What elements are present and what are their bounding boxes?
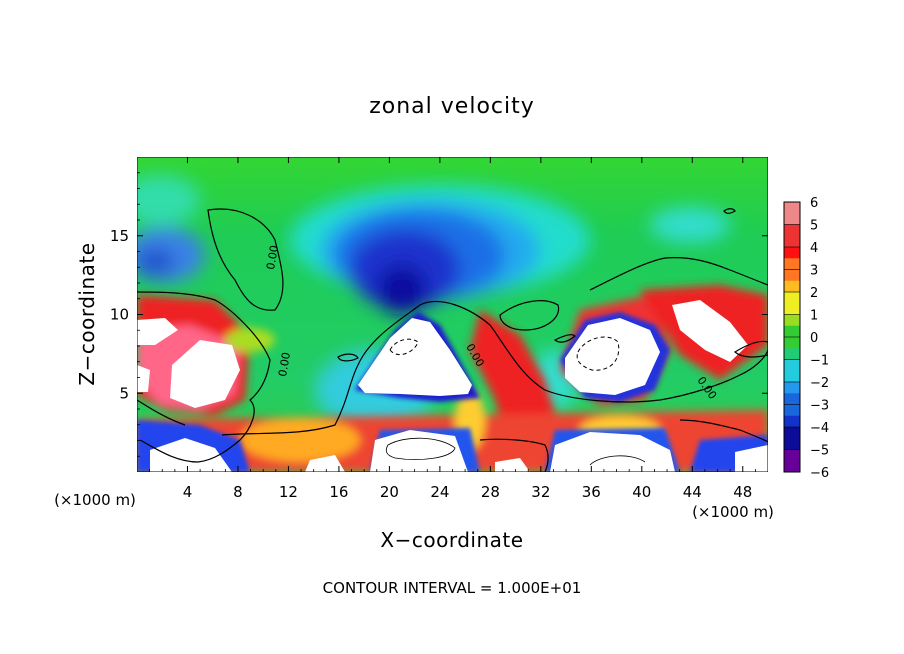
colorbar-label: 5	[810, 219, 818, 234]
colorbar-label: 4	[810, 241, 818, 256]
x-axis: 4 8 12 16 20 24 28 32 36 40 44 48	[149, 157, 756, 501]
colorbar: 6 5 4 3 2 1 0 −1 −2 −3 −4 −5 −6	[783, 196, 829, 481]
chart-title: zonal velocity	[369, 94, 535, 119]
colorbar-label: −5	[810, 444, 829, 459]
x-tick-label: 48	[733, 483, 752, 501]
colorbar-swatch	[784, 280, 800, 293]
colorbar-swatch	[784, 258, 800, 270]
colorbar-swatch	[784, 247, 800, 259]
y-tick-label: 5	[119, 384, 129, 402]
x-axis-title: X−coordinate	[380, 528, 523, 552]
x-unit-left: (×1000 m)	[54, 491, 136, 509]
x-unit-right: (×1000 m)	[692, 503, 774, 521]
colorbar-swatch	[784, 359, 800, 372]
colorbar-swatch	[784, 415, 800, 428]
colorbar-swatch	[784, 460, 800, 473]
colorbar-swatch	[784, 292, 800, 304]
contour-lines	[137, 208, 768, 472]
colorbar-label: −2	[810, 376, 829, 391]
contour-lines-thin	[385, 437, 646, 466]
colorbar-swatch	[784, 438, 800, 450]
colorbar-swatch	[784, 449, 800, 462]
colorbar-label: 6	[810, 196, 818, 211]
colorbar-swatch	[784, 314, 800, 327]
y-tick-label: 10	[110, 306, 129, 324]
colorbar-swatch	[784, 404, 800, 417]
colorbar-swatch	[784, 224, 800, 237]
colorbar-swatch	[784, 269, 800, 282]
contour-lines-dashed	[389, 336, 620, 371]
colorbar-swatch	[784, 337, 800, 349]
colorbar-swatch	[784, 235, 800, 248]
colorbar-swatch	[784, 303, 800, 315]
colorbar-label: 3	[810, 264, 818, 279]
colorbar-swatch	[784, 348, 800, 360]
colorbar-swatch	[784, 325, 800, 338]
x-tick-label: 20	[380, 483, 399, 501]
colorbar-label: −4	[810, 421, 829, 436]
colorbar-swatch	[784, 370, 800, 383]
x-tick-label: 32	[531, 483, 550, 501]
y-axis: 5 10 15	[110, 172, 768, 457]
colorbar-label: −6	[810, 466, 829, 481]
colorbar-swatch	[784, 393, 800, 405]
x-tick-label: 36	[582, 483, 601, 501]
x-tick-label: 8	[233, 483, 243, 501]
white-regions	[137, 300, 768, 472]
contour-interval-note: CONTOUR INTERVAL = 1.000E+01	[323, 579, 582, 597]
x-tick-label: 28	[481, 483, 500, 501]
x-tick-label: 40	[632, 483, 651, 501]
contour-label: 0.00	[276, 351, 293, 377]
contour-label: 0.00	[264, 244, 281, 270]
y-tick-label: 15	[110, 227, 129, 245]
colorbar-swatch	[784, 427, 800, 439]
x-tick-label: 24	[430, 483, 449, 501]
x-tick-label: 12	[279, 483, 298, 501]
colorbar-swatch	[784, 202, 800, 214]
colorbar-label: 0	[810, 331, 818, 346]
colorbar-label: 1	[810, 309, 818, 324]
colorbar-label: −1	[810, 354, 829, 369]
colorbar-swatch	[784, 382, 800, 394]
x-tick-label: 4	[183, 483, 193, 501]
x-tick-label: 44	[683, 483, 702, 501]
heatmap-field: 0.00 0.00 0.00 0.00	[137, 157, 768, 472]
x-tick-label: 16	[329, 483, 348, 501]
colorbar-label: −3	[810, 399, 829, 414]
y-axis-title: Z−coordinate	[75, 242, 99, 385]
colorbar-swatch	[784, 213, 800, 225]
colorbar-label: 2	[810, 286, 818, 301]
